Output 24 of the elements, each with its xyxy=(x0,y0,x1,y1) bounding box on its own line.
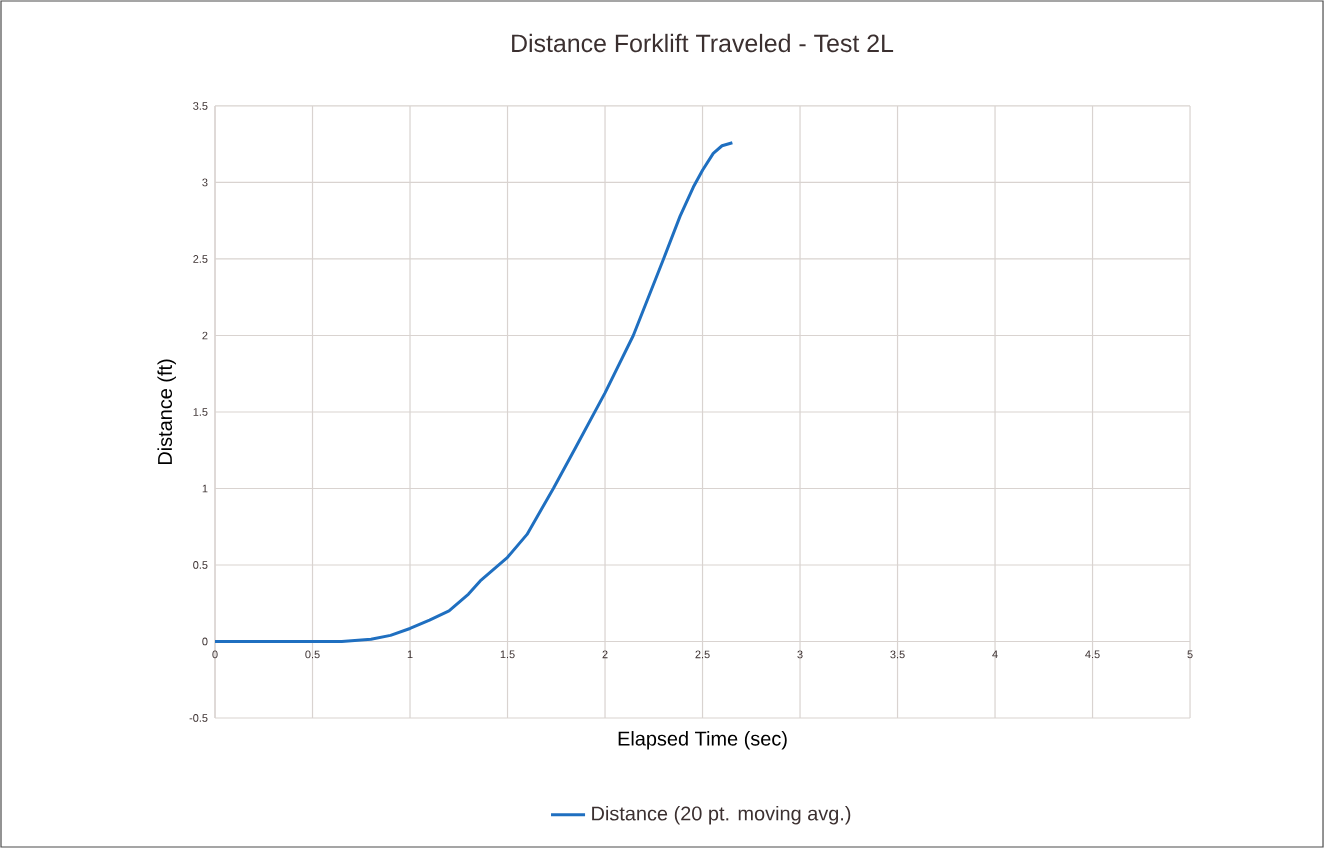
x-tick-label: 5 xyxy=(1187,650,1193,659)
y-tick-label: 3.5 xyxy=(193,102,208,110)
y-tick-label: 3 xyxy=(202,178,208,187)
y-axis-title: Distance (ft) xyxy=(157,359,176,465)
chart-title: Distance Forklift Traveled - Test 2L xyxy=(512,33,894,53)
x-tick-label: 2.5 xyxy=(695,650,710,659)
y-tick-label: 2 xyxy=(202,331,208,340)
y-tick-label: 0.5 xyxy=(193,561,208,569)
x-tick-label: 0 xyxy=(212,650,218,659)
y-tick-label: 1 xyxy=(202,484,208,493)
y-tick-label: 0 xyxy=(202,637,208,646)
x-tick-label: 4 xyxy=(992,650,998,659)
x-axis-title: Elapsed Time (sec) xyxy=(618,731,787,750)
y-tick-label: 2.5 xyxy=(193,255,208,263)
x-tick-label: 3.5 xyxy=(890,650,905,659)
x-tick-label: 1.5 xyxy=(500,650,515,659)
y-tick-label: 1.5 xyxy=(193,408,208,416)
x-tick-label: 1 xyxy=(407,650,413,659)
x-tick-label: 3 xyxy=(797,650,803,659)
x-tick-label: 0.5 xyxy=(305,650,320,659)
y-tick-label: -0.5 xyxy=(189,714,208,722)
x-tick-label: 2 xyxy=(602,650,608,659)
x-tick-label: 4.5 xyxy=(1085,650,1100,659)
legend-label: Distance (20 pt. moving avg.) xyxy=(592,805,851,825)
